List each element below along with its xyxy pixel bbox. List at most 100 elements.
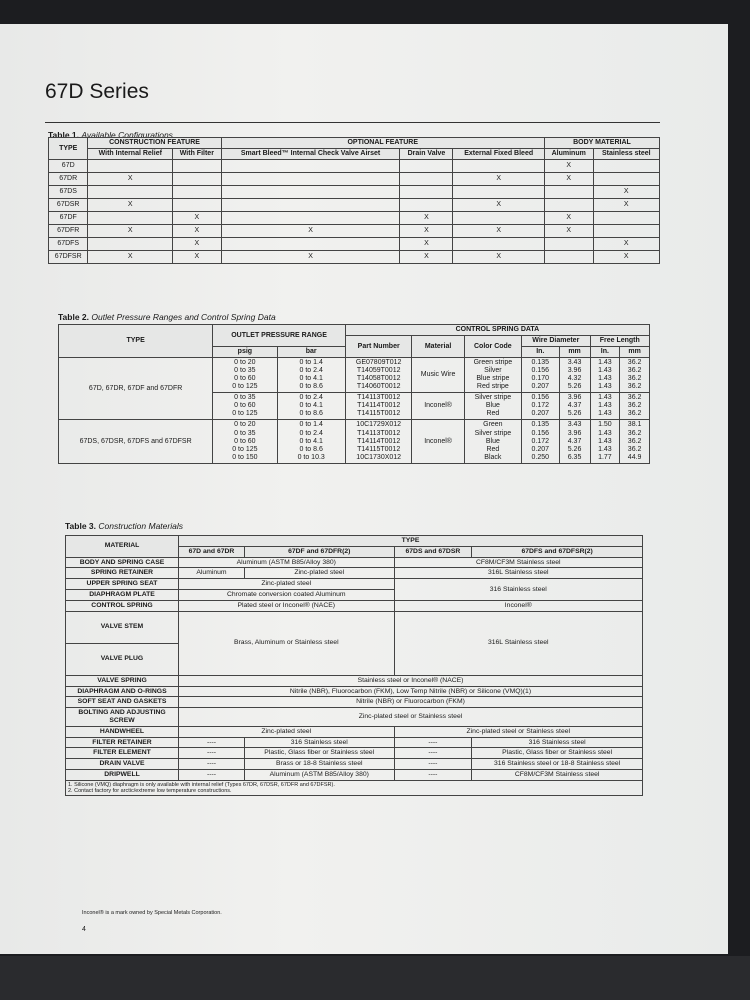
part-value: T14058T0012 [356,375,401,383]
x-mark: X [592,250,661,265]
free_mm-value: 38.1 [627,421,642,429]
x-mark: X [592,185,661,200]
free_mm-value: 36.2 [627,383,642,391]
wire_in-value: 0.207 [531,410,550,418]
cell: ---- [393,736,473,749]
x-mark: X [87,198,174,213]
part-cell: GE07809T012 T14059T0012 T14058T0012 T14060T… [344,357,413,394]
footnotes: 1. Silicone (VMQ) diaphragm is only avai… [65,779,643,797]
psig-value: 0 to 125 [232,383,258,391]
bar-value: 0 to 1.4 [299,421,323,429]
table1-caption: Table 1. Available Configurations [48,130,173,140]
wire_in-value: 0.172 [531,402,550,410]
row-label: DRIPWELL [65,769,179,781]
free_mm-value: 36.2 [627,394,642,402]
type-cell: 67DS [47,185,89,200]
psig-value: 0 to 125 [232,410,258,418]
empty-cell [172,172,222,187]
wire_in-value: 0.207 [531,383,550,391]
th-color: Color Code [463,335,523,359]
cell: Brass or 18-8 Stainless steel [243,758,395,770]
color-value: Silver stripe [474,394,512,402]
wire_mm-value: 6.35 [567,453,582,461]
type-cell: 67DS, 67DSR, 67DFS and 67DFSR [57,419,214,464]
row-label: VALVE PLUG [65,642,179,676]
psig-value: 0 to 20 [234,359,256,367]
table-row-group: 67DS, 67DSR, 67DFS and 67DFSR 0 to 20 0 to… [57,419,650,464]
cell: Zinc-plated steel or Stainless steel [393,725,644,738]
row-label: CONTROL SPRING [65,599,179,612]
wire_mm-value: 3.43 [567,421,582,429]
color-value: Red [486,445,500,453]
free_in-cell: 1.50 1.43 1.43 1.43 1.77 [589,419,621,464]
psig-value: 0 to 60 [234,375,256,383]
wire_in-cell: 0.135 0.156 0.172 0.207 0.250 [521,419,560,464]
row-label: DRAIN VALVE [65,758,179,770]
type-cell: 67DSR [47,198,89,213]
empty-cell [399,185,454,200]
bar-value: 0 to 4.1 [299,402,323,410]
empty-cell [220,198,401,213]
x-mark: X [399,250,454,265]
color-value: Black [484,453,502,461]
x-mark: X [220,250,401,265]
table3-caption: Table 3. Construction Materials [65,521,183,531]
th-material: MATERIAL [65,535,179,558]
th-type: TYPE [57,323,214,359]
th-in: In. [589,346,621,359]
bar-value: 0 to 8.6 [299,410,323,418]
x-mark: X [87,224,174,239]
table-row-group: 67D, 67DR, 67DF and 67DFR 0 to 20 0 to 35 0… [57,357,650,421]
th-type: TYPE [178,535,643,547]
monitor-bezel [0,956,750,1000]
cell: ---- [393,758,473,770]
free_mm-value: 36.2 [627,437,642,445]
row-label: BOLTING AND ADJUSTING SCREW [65,707,179,727]
cell: ---- [178,769,245,781]
page-number: 4 [82,926,86,933]
x-mark: X [543,159,594,174]
wire_mm-value: 4.37 [567,437,582,445]
x-mark: X [592,198,661,213]
free_in-value: 1.43 [598,445,612,453]
cell: 316 Stainless steel [471,736,643,749]
color-value: Red stripe [476,383,509,391]
x-mark: X [452,198,545,213]
table-row-group: 0 to 35 0 to 60 0 to 125 0 to 2.4 0 to 4.1 0 … [59,392,650,421]
free_in-value: 1.43 [598,359,612,367]
x-mark: X [172,237,222,252]
x-mark: X [220,224,401,239]
color-value: Red [486,410,500,418]
psig-value: 0 to 60 [234,402,256,410]
th-mm: mm [558,346,591,359]
footnote: 1. Silicone (VMQ) diaphragm is only avai… [68,781,335,788]
psig-value: 0 to 60 [234,437,256,445]
free_mm-value: 36.2 [627,359,642,367]
th-type-col: 67DS and 67DSR [393,545,473,558]
wire_mm-value: 5.26 [567,410,582,418]
bar-value: 0 to 2.4 [299,429,323,437]
cell: Plastic, Glass fiber or Stainless steel [471,747,643,760]
empty-cell [592,211,661,226]
x-mark: X [452,250,545,265]
part-value: 10C1729X012 [356,421,402,429]
empty-cell [87,185,174,200]
empty-cell [543,250,594,265]
free_in-value: 1.43 [598,394,612,402]
free_mm-value: 36.2 [627,367,642,375]
th-type: TYPE [47,136,89,161]
row-label: FILTER ELEMENT [65,747,179,760]
wire_in-value: 0.250 [531,453,550,461]
wire_in-value: 0.170 [531,375,550,383]
empty-cell [592,224,661,239]
th-bar: bar [276,346,346,359]
wire_in-value: 0.135 [531,359,550,367]
part-value: T14115T0012 [357,445,401,453]
th-group: BODY MATERIAL [543,136,661,150]
cell: Zinc-plated steel [178,725,395,738]
x-mark: X [592,237,661,252]
empty-cell [592,159,661,174]
empty-cell [87,159,174,174]
x-mark: X [399,224,454,239]
color-cell: Silver stripe Blue Red [463,392,523,421]
